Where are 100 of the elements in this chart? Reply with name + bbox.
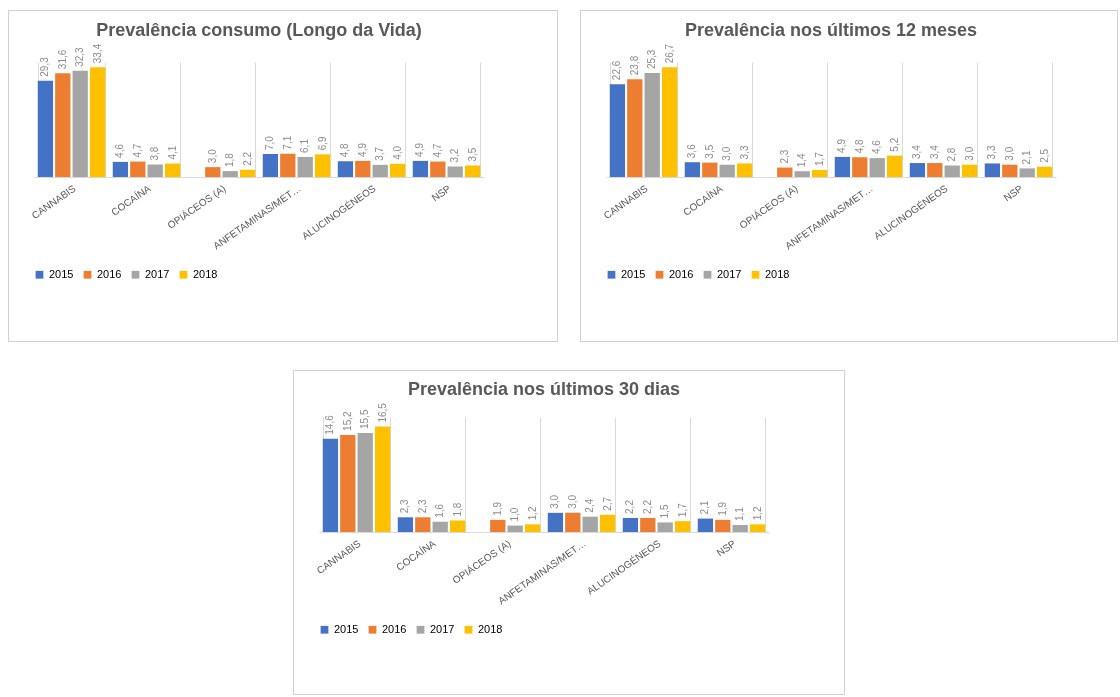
bar xyxy=(372,164,388,177)
bar xyxy=(449,520,466,532)
data-label: 4,7 xyxy=(131,143,143,158)
bar xyxy=(389,163,406,177)
bar xyxy=(684,162,701,177)
data-label: 4,8 xyxy=(339,142,351,158)
data-label: 22,6 xyxy=(611,60,623,81)
bar xyxy=(322,438,339,532)
data-label: 1,4 xyxy=(796,152,808,168)
data-label: 2,8 xyxy=(946,147,958,162)
legend-label: 2018 xyxy=(193,267,218,280)
data-label: 4,6 xyxy=(871,139,883,155)
data-label: 2,3 xyxy=(778,149,790,164)
data-label: 6,9 xyxy=(316,135,328,151)
bar xyxy=(222,171,238,177)
data-label: 3,4 xyxy=(928,144,940,160)
bar xyxy=(777,167,793,177)
data-label: 1,0 xyxy=(509,507,521,522)
bar xyxy=(609,84,626,177)
legend-label: 2016 xyxy=(669,267,694,280)
bar xyxy=(239,169,256,177)
data-label: 3,0 xyxy=(963,146,975,161)
legend-label: 2017 xyxy=(430,622,455,635)
bar xyxy=(355,160,371,177)
data-label: 1,8 xyxy=(224,152,236,168)
bar xyxy=(909,163,926,177)
data-label: 4,9 xyxy=(414,142,426,157)
bar xyxy=(1036,166,1053,177)
data-label: 2,5 xyxy=(1038,148,1050,163)
bar xyxy=(674,521,691,532)
data-label: 4,6 xyxy=(114,143,126,158)
data-label: 14,6 xyxy=(324,414,336,435)
bar xyxy=(280,153,296,177)
bar xyxy=(794,171,810,177)
bar xyxy=(205,167,221,177)
bar xyxy=(702,162,718,177)
data-label: 1,6 xyxy=(434,503,446,518)
bar xyxy=(582,516,598,532)
bar xyxy=(1002,164,1018,177)
bar xyxy=(147,164,163,177)
data-label: 3,0 xyxy=(1003,146,1015,161)
chart-title: Prevalência nos últimos 30 dias xyxy=(407,379,681,400)
data-label: 2,3 xyxy=(399,498,411,514)
bar xyxy=(852,157,868,177)
bar xyxy=(412,160,429,177)
legend-label: 2015 xyxy=(621,267,646,280)
data-label: 7,0 xyxy=(264,135,276,150)
data-label: 25,3 xyxy=(646,49,658,70)
data-label: 1,7 xyxy=(813,151,825,167)
data-label: 1,7 xyxy=(676,502,688,518)
data-label: 3,5 xyxy=(703,144,715,159)
bar xyxy=(340,434,356,532)
data-label: 33,4 xyxy=(91,43,103,64)
data-label: 2,1 xyxy=(1021,150,1033,165)
data-label: 2,2 xyxy=(641,499,653,514)
bar xyxy=(599,514,616,532)
data-label: 3,7 xyxy=(374,146,386,161)
data-label: 1,9 xyxy=(491,501,503,516)
data-label: 32,3 xyxy=(74,46,86,67)
data-label: 29,3 xyxy=(39,56,51,77)
data-label: 4,7 xyxy=(431,143,443,158)
legend-label: 2018 xyxy=(478,622,503,635)
bar xyxy=(644,73,660,177)
bar xyxy=(297,156,313,177)
data-label: 3,3 xyxy=(986,145,998,160)
data-label: 2,3 xyxy=(416,498,428,514)
bar xyxy=(732,524,748,532)
bar xyxy=(415,517,431,532)
legend-label: 2015 xyxy=(49,267,74,280)
data-label: 23,8 xyxy=(628,55,640,76)
bar xyxy=(374,426,391,532)
bar xyxy=(464,165,481,177)
x-tick-label: NSP xyxy=(714,537,739,559)
data-label: 3,8 xyxy=(149,146,161,161)
bar xyxy=(749,524,766,532)
data-label: 2,7 xyxy=(601,496,613,511)
data-label: 3,2 xyxy=(449,148,461,163)
bar xyxy=(961,164,978,177)
bar xyxy=(927,163,943,177)
bar xyxy=(984,163,1001,177)
legend-label: 2016 xyxy=(382,622,407,635)
data-label: 1,8 xyxy=(451,502,463,517)
data-label: 15,5 xyxy=(359,409,371,429)
bar xyxy=(164,163,181,177)
bar xyxy=(869,158,885,177)
bar xyxy=(507,525,523,532)
data-label: 3,6 xyxy=(686,143,698,159)
bar xyxy=(130,161,146,177)
legend-label: 2017 xyxy=(717,267,742,280)
chart-title: Prevalência nos últimos 12 meses xyxy=(684,19,978,40)
bar xyxy=(357,432,373,532)
data-label: 2,2 xyxy=(624,499,636,514)
data-label: 15,2 xyxy=(341,410,353,431)
bar xyxy=(524,524,541,532)
chart-title: Prevalência consumo (Longo da Vida) xyxy=(96,19,422,40)
data-label: 2,4 xyxy=(584,498,596,513)
data-label: 3,0 xyxy=(566,494,578,509)
data-label: 2,1 xyxy=(699,500,711,515)
bar xyxy=(944,165,960,177)
data-label: 3,5 xyxy=(466,147,478,162)
